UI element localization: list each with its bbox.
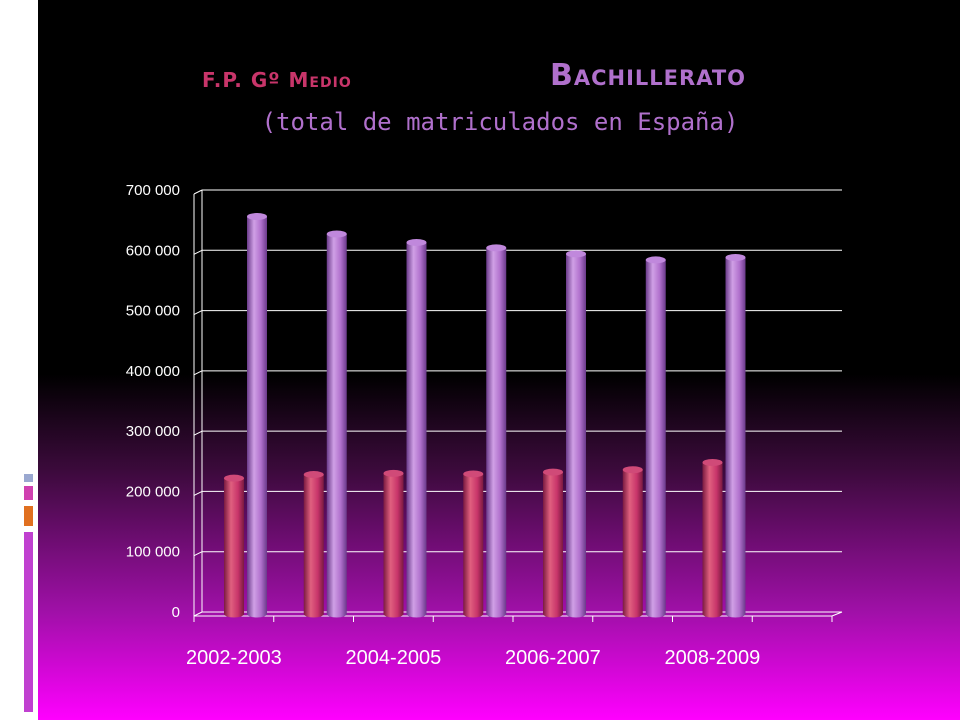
- y-tick-label: 300 000: [126, 423, 180, 440]
- bar-top: [326, 230, 347, 238]
- bar-top: [383, 469, 404, 477]
- subtitle: (total de matriculados en España): [261, 108, 739, 136]
- y-tick-label: 600 000: [126, 242, 180, 259]
- bar-top: [622, 466, 643, 474]
- bar-bachillerato: [725, 257, 746, 618]
- bar-top: [247, 213, 267, 221]
- bar-top: [486, 244, 507, 252]
- title-fp-medio: F.P. Gº Medio: [202, 68, 352, 92]
- x-tick-label: 2002-2003: [186, 647, 282, 669]
- x-tick-label: 2004-2005: [346, 647, 442, 669]
- bar-fp-medio: [303, 474, 324, 618]
- bar-top: [725, 254, 746, 262]
- bar-fp-medio: [543, 472, 563, 618]
- bar-top: [543, 468, 563, 476]
- y-tick-label: 200 000: [126, 483, 180, 500]
- bar-fp-medio: [383, 473, 404, 618]
- bar-top: [566, 250, 586, 258]
- bar-fp-medio: [224, 478, 244, 618]
- gridline-edge: [193, 551, 203, 557]
- decor-bar-1: [24, 474, 33, 482]
- decor-bar-3: [24, 506, 33, 526]
- y-tick-label: 700 000: [126, 182, 180, 199]
- bar-bachillerato: [326, 234, 347, 618]
- y-tick-label: 500 000: [126, 303, 180, 320]
- bar-fp-medio: [463, 473, 484, 618]
- gridline-edge: [193, 189, 203, 195]
- gridline-edge: [193, 249, 203, 255]
- gridline-edge: [193, 310, 203, 316]
- slide-title: F.P. Gº Medio Bachillerato (total de mat…: [100, 58, 900, 136]
- x-tick-label: 2008-2009: [665, 647, 761, 669]
- bar-bachillerato: [486, 247, 507, 618]
- bar-top: [702, 458, 723, 466]
- bar-fp-medio: [622, 469, 643, 618]
- y-tick-label: 100 000: [126, 544, 180, 561]
- title-bachillerato: Bachillerato: [550, 58, 746, 93]
- bar-top: [406, 238, 427, 246]
- bar-bachillerato: [406, 242, 427, 618]
- bar-top: [303, 471, 324, 479]
- gridline-edge: [193, 611, 203, 617]
- bar-top: [463, 470, 484, 478]
- bar-bachillerato: [247, 216, 267, 618]
- decor-bar-4: [24, 532, 33, 712]
- x-axis-edge: [831, 611, 843, 617]
- y-tick-label: 400 000: [126, 363, 180, 380]
- decor-bar-2: [24, 486, 33, 500]
- gridline-edge: [193, 370, 203, 376]
- x-tick-label: 2006-2007: [505, 647, 601, 669]
- bar-bachillerato: [566, 253, 586, 618]
- bar-top: [645, 256, 666, 264]
- y-tick-label: 0: [172, 604, 180, 621]
- gridline-edge: [193, 430, 203, 436]
- bar-fp-medio: [702, 462, 723, 618]
- gridline-edge: [193, 490, 203, 496]
- bar-top: [224, 474, 244, 482]
- bar-bachillerato: [645, 259, 666, 618]
